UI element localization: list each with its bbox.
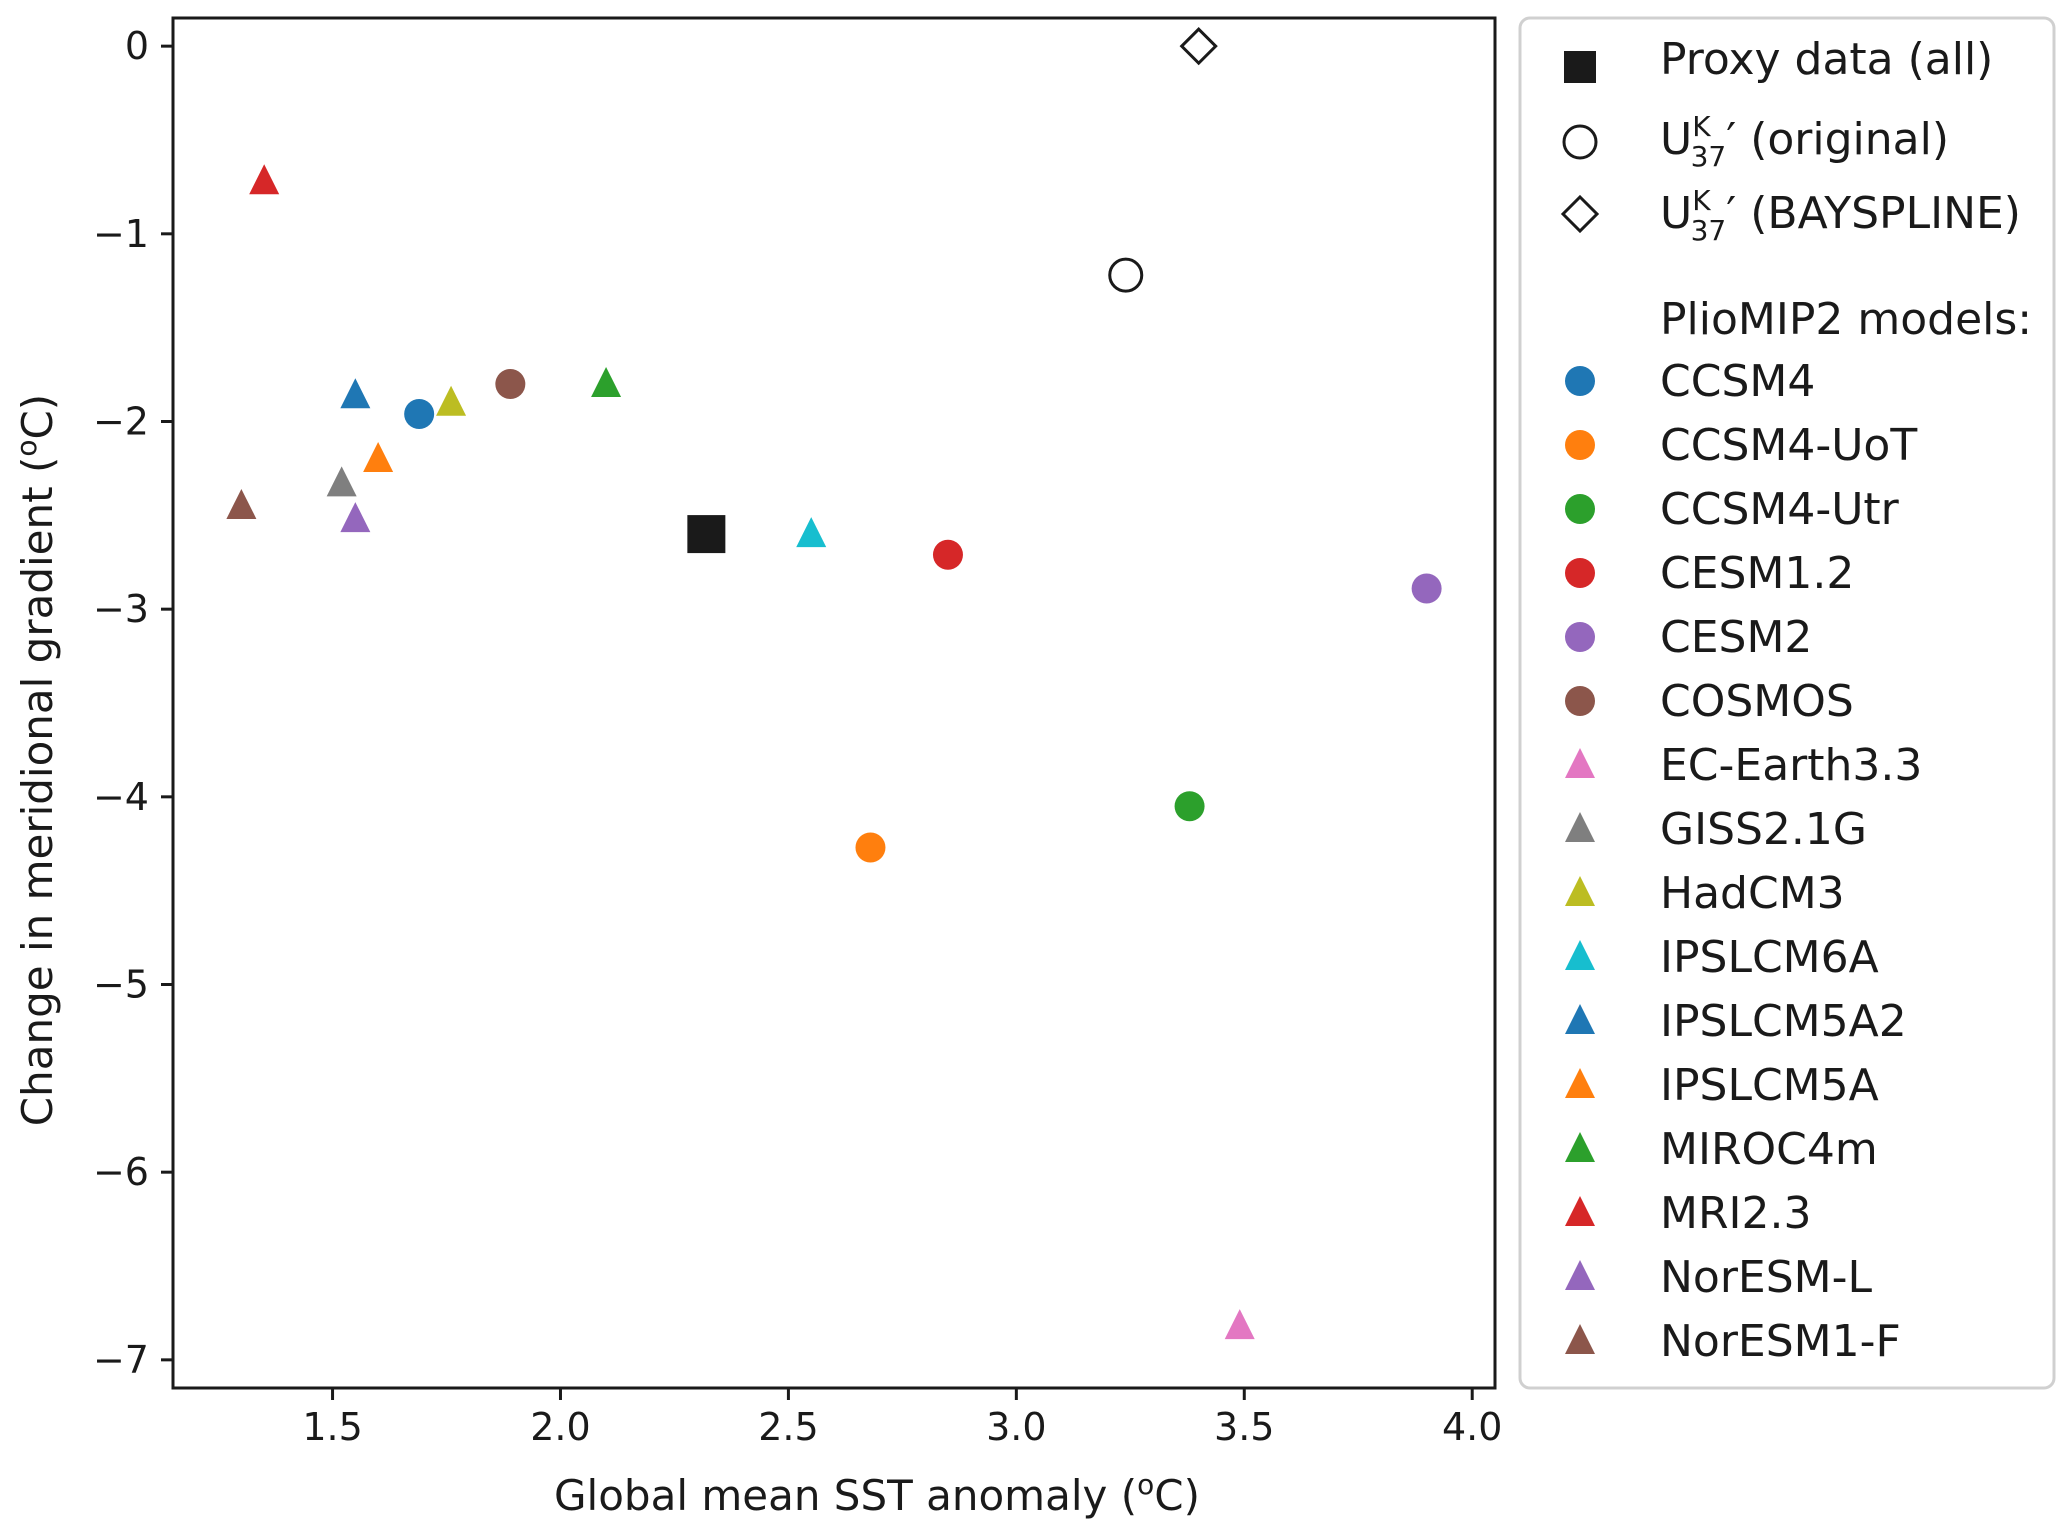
legend-marker-hadcm3	[1565, 876, 1595, 906]
y-tick-label: 0	[125, 24, 149, 68]
legend-label-hadcm3: HadCM3	[1660, 868, 1845, 919]
legend-marker-ipslcm6a	[1565, 940, 1595, 970]
uk37-bayspline-sub: 37	[1691, 214, 1727, 247]
point-noresm1-f	[226, 488, 257, 519]
plot-frame	[171, 16, 1497, 1390]
y-tick-label: −7	[93, 1338, 149, 1382]
legend-uk37-bayspline-label: UK 37′ (BAYSPLINE)	[1660, 184, 2021, 247]
legend-frame	[1518, 16, 2056, 1390]
x-axis-label-text: Global mean SST anomaly	[554, 1471, 1107, 1520]
y-axis-label-unit-sup: o	[10, 440, 43, 457]
x-tick-label: 3.5	[1214, 1405, 1274, 1449]
legend-proxy-label: Proxy data (all)	[1660, 34, 1993, 85]
legend-models-heading: PlioMIP2 models:	[1660, 294, 2032, 345]
legend-models: CCSM4 CCSM4-UoT CCSM4-Utr CESM1.2 CESM2 COSMO…	[1565, 356, 1922, 1367]
x-tick-label: 2.5	[758, 1405, 818, 1449]
point-ipslcm5a2	[340, 378, 371, 409]
point-giss2-1g	[326, 466, 357, 497]
y-tick-label: −3	[93, 587, 149, 631]
uk37-original-sup: K	[1692, 110, 1711, 143]
point-mri2-3	[249, 164, 280, 195]
x-axis: 1.5 2.0 2.5 3.0 3.5 4.0	[302, 1388, 1502, 1449]
legend-marker-ec-earth3-3	[1565, 748, 1595, 778]
point-miroc4m	[591, 366, 622, 397]
legend-label-miroc4m: MIROC4m	[1660, 1124, 1878, 1175]
point-cesm2	[1411, 573, 1442, 604]
legend-label-cosmos: COSMOS	[1660, 676, 1854, 727]
y-tick-label: −5	[93, 963, 149, 1007]
legend-label-noresm-l: NorESM-L	[1660, 1252, 1872, 1303]
legend-label-ccsm4: CCSM4	[1660, 356, 1815, 407]
legend-label-noresm1-f: NorESM1-F	[1660, 1316, 1901, 1367]
y-tick-label: −4	[93, 775, 149, 819]
legend-label-ccsm4-utr: CCSM4-Utr	[1660, 484, 1900, 535]
y-tick-label: −2	[93, 399, 149, 443]
point-noresm-l	[340, 502, 371, 533]
x-tick-label: 1.5	[302, 1405, 362, 1449]
x-tick-label: 3.0	[986, 1405, 1046, 1449]
legend-marker-giss2-1g	[1565, 812, 1595, 842]
legend-marker-ccsm4	[1565, 366, 1595, 396]
y-axis: 0 −1 −2 −3 −4 −5 −6 −7	[93, 24, 173, 1382]
legend-label-cesm1-2: CESM1.2	[1660, 548, 1854, 599]
legend-label-ccsm4-uot: CCSM4-UoT	[1660, 420, 1917, 471]
y-tick-label: −6	[93, 1150, 149, 1194]
legend-label-ipslcm5a2: IPSLCM5A2	[1660, 996, 1907, 1047]
y-axis-label-text: Change in meridional gradient	[13, 486, 62, 1126]
legend-uk37-bayspline-marker	[1560, 194, 1600, 234]
legend-label-cesm2: CESM2	[1660, 612, 1812, 663]
x-tick-label: 2.0	[530, 1405, 590, 1449]
legend-label-mri2-3: MRI2.3	[1660, 1188, 1812, 1239]
legend-label-ipslcm6a: IPSLCM6A	[1660, 932, 1879, 983]
legend-marker-miroc4m	[1565, 1132, 1595, 1162]
legend-marker-cesm1-2	[1565, 558, 1595, 588]
point-proxy-data-all	[687, 515, 726, 554]
x-tick-label: 4.0	[1442, 1405, 1502, 1449]
point-uk37-bayspline	[1179, 27, 1218, 66]
legend-label-ec-earth3-3: EC-Earth3.3	[1660, 740, 1922, 791]
point-ipslcm6a	[796, 517, 827, 548]
x-axis-label: Global mean SST anomaly (oC)	[554, 1468, 1200, 1520]
point-uk37-original	[1108, 257, 1144, 293]
point-ccsm4-utr	[1174, 791, 1205, 822]
point-ccsm4	[404, 398, 435, 429]
point-cesm1-2	[932, 539, 963, 570]
legend-uk37-original-marker	[1562, 124, 1598, 160]
x-axis-label-unit-open: (	[1107, 1471, 1137, 1520]
point-ec-earth3-3	[1224, 1309, 1255, 1340]
data-points	[226, 27, 1442, 1340]
y-axis-label-unit-rest: C)	[13, 394, 62, 440]
uk37-bayspline-sup: K	[1692, 184, 1711, 217]
point-ipslcm5a	[363, 442, 394, 473]
x-axis-label-unit-sup: o	[1137, 1468, 1154, 1501]
legend-marker-ipslcm5a2	[1565, 1004, 1595, 1034]
point-cosmos	[495, 368, 526, 399]
x-axis-label-unit-rest: C)	[1154, 1471, 1200, 1520]
legend-marker-cesm2	[1565, 622, 1595, 652]
y-axis-label: Change in meridional gradient (oC)	[10, 394, 62, 1126]
legend-marker-cosmos	[1565, 686, 1595, 716]
legend: Proxy data (all) UK 37′ (original) UK 37′ …	[1518, 16, 2056, 1390]
point-hadcm3	[436, 385, 467, 416]
legend-label-ipslcm5a: IPSLCM5A	[1660, 1060, 1879, 1111]
uk37-original-sub: 37	[1691, 140, 1727, 173]
legend-marker-ipslcm5a	[1565, 1068, 1595, 1098]
legend-label-giss2-1g: GISS2.1G	[1660, 804, 1867, 855]
y-tick-label: −1	[93, 212, 149, 256]
uk37-bayspline-rest: ′ (BAYSPLINE)	[1726, 188, 2021, 239]
legend-uk37-original-label: UK 37′ (original)	[1660, 110, 1949, 173]
legend-marker-ccsm4-utr	[1565, 494, 1595, 524]
legend-marker-noresm1-f	[1565, 1324, 1595, 1354]
uk37-bayspline-main: U	[1660, 188, 1692, 239]
legend-marker-ccsm4-uot	[1565, 430, 1595, 460]
y-axis-label-unit-open: (	[13, 457, 62, 487]
uk37-original-main: U	[1660, 114, 1692, 165]
legend-marker-noresm-l	[1565, 1260, 1595, 1290]
legend-proxy-square-marker	[1564, 51, 1596, 83]
legend-marker-mri2-3	[1565, 1196, 1595, 1226]
point-ccsm4-uot	[855, 832, 886, 863]
uk37-original-rest: ′ (original)	[1726, 114, 1949, 165]
